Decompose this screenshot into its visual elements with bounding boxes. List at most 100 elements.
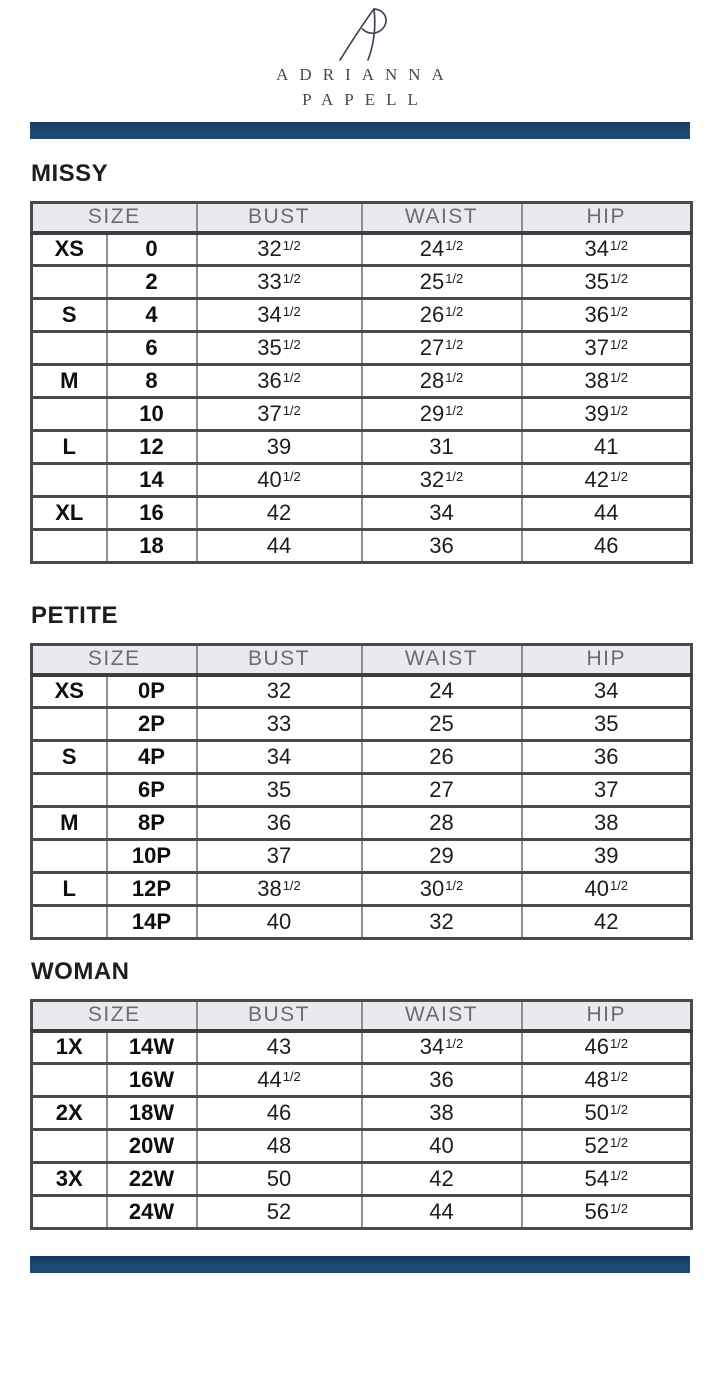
- waist-cell: 42: [360, 1162, 522, 1197]
- size-number-cell: 22W: [105, 1162, 197, 1197]
- size-number-cell: 18W: [105, 1096, 197, 1131]
- size-chart-page: ADRIANNA PAPELL MISSY SIZE BUST WAIST HIP XS 0…: [0, 8, 720, 1273]
- size-table-petite: SIZE BUST WAIST HIP XS 0P 32 24 34 2P 33 25 35 S 4P 34 2…: [30, 643, 693, 940]
- table-row: XS 0P 32 24 34: [31, 674, 692, 709]
- waist-cell: 38: [360, 1096, 522, 1131]
- hip-cell: 35: [520, 707, 692, 742]
- hip-cell: 501/2: [520, 1096, 692, 1131]
- size-number-cell: 12: [105, 430, 197, 465]
- bust-cell: 381/2: [195, 872, 362, 907]
- bust-cell: 37: [195, 839, 362, 874]
- hip-cell: 561/2: [520, 1195, 692, 1230]
- brand-name-line1: ADRIANNA: [276, 65, 455, 84]
- waist-cell: 251/2: [360, 265, 522, 300]
- waist-cell: 241/2: [360, 232, 522, 267]
- bust-cell: 52: [195, 1195, 362, 1230]
- hip-cell: 41: [520, 430, 692, 465]
- size-letter-cell: [31, 905, 107, 940]
- size-number-cell: 12P: [105, 872, 197, 907]
- col-header-size: SIZE: [31, 202, 197, 235]
- table-row: 10P 37 29 39: [31, 839, 692, 874]
- bust-cell: 361/2: [195, 364, 362, 399]
- size-section-woman: WOMAN SIZE BUST WAIST HIP 1X 14W 43 341/2 461/2 16…: [0, 958, 720, 1230]
- table-row: S 4 341/2 261/2 361/2: [31, 298, 692, 333]
- hip-cell: 46: [520, 529, 692, 564]
- size-number-cell: 14W: [105, 1030, 197, 1065]
- hip-cell: 351/2: [520, 265, 692, 300]
- table-row: XL 16 42 34 44: [31, 496, 692, 531]
- bust-cell: 351/2: [195, 331, 362, 366]
- size-number-cell: 20W: [105, 1129, 197, 1164]
- size-letter-cell: [31, 331, 107, 366]
- table-row: 6P 35 27 37: [31, 773, 692, 808]
- size-letter-cell: M: [31, 806, 107, 841]
- waist-cell: 281/2: [360, 364, 522, 399]
- col-header-bust: BUST: [195, 1000, 362, 1033]
- hip-cell: 521/2: [520, 1129, 692, 1164]
- waist-cell: 40: [360, 1129, 522, 1164]
- size-letter-cell: L: [31, 872, 107, 907]
- waist-cell: 36: [360, 529, 522, 564]
- accent-bar-top: [30, 122, 690, 139]
- accent-bar-bottom: [30, 1256, 690, 1273]
- size-letter-cell: 3X: [31, 1162, 107, 1197]
- table-row: 1X 14W 43 341/2 461/2: [31, 1030, 692, 1065]
- table-row: 2 331/2 251/2 351/2: [31, 265, 692, 300]
- bust-cell: 441/2: [195, 1063, 362, 1098]
- waist-cell: 27: [360, 773, 522, 808]
- size-letter-cell: [31, 1129, 107, 1164]
- hip-cell: 541/2: [520, 1162, 692, 1197]
- hip-cell: 36: [520, 740, 692, 775]
- bust-cell: 40: [195, 905, 362, 940]
- size-number-cell: 14P: [105, 905, 197, 940]
- size-number-cell: 8: [105, 364, 197, 399]
- waist-cell: 36: [360, 1063, 522, 1098]
- waist-cell: 301/2: [360, 872, 522, 907]
- size-letter-cell: L: [31, 430, 107, 465]
- hip-cell: 371/2: [520, 331, 692, 366]
- hip-cell: 461/2: [520, 1030, 692, 1065]
- hip-cell: 37: [520, 773, 692, 808]
- bust-cell: 34: [195, 740, 362, 775]
- col-header-hip: HIP: [520, 644, 692, 677]
- hip-cell: 42: [520, 905, 692, 940]
- col-header-size: SIZE: [31, 644, 197, 677]
- waist-cell: 321/2: [360, 463, 522, 498]
- table-row: 2P 33 25 35: [31, 707, 692, 742]
- size-letter-cell: [31, 773, 107, 808]
- hip-cell: 481/2: [520, 1063, 692, 1098]
- size-letter-cell: [31, 839, 107, 874]
- size-section-petite: PETITE SIZE BUST WAIST HIP XS 0P 32 24 34 2P 33 25 35…: [0, 602, 720, 940]
- bust-cell: 341/2: [195, 298, 362, 333]
- header-row: SIZE BUST WAIST HIP: [31, 202, 692, 235]
- waist-cell: 32: [360, 905, 522, 940]
- size-number-cell: 8P: [105, 806, 197, 841]
- size-letter-cell: XS: [31, 674, 107, 709]
- table-row: 20W 48 40 521/2: [31, 1129, 692, 1164]
- ap-monogram-icon: [339, 8, 387, 61]
- size-letter-cell: [31, 397, 107, 432]
- waist-cell: 24: [360, 674, 522, 709]
- col-header-waist: WAIST: [360, 1000, 522, 1033]
- waist-cell: 34: [360, 496, 522, 531]
- hip-cell: 401/2: [520, 872, 692, 907]
- header-row: SIZE BUST WAIST HIP: [31, 1000, 692, 1033]
- waist-cell: 29: [360, 839, 522, 874]
- waist-cell: 341/2: [360, 1030, 522, 1065]
- bust-cell: 39: [195, 430, 362, 465]
- size-letter-cell: M: [31, 364, 107, 399]
- table-row: 18 44 36 46: [31, 529, 692, 564]
- table-row: 6 351/2 271/2 371/2: [31, 331, 692, 366]
- section-title: PETITE: [31, 602, 119, 629]
- size-letter-cell: [31, 1195, 107, 1230]
- waist-cell: 44: [360, 1195, 522, 1230]
- col-header-bust: BUST: [195, 202, 362, 235]
- hip-cell: 391/2: [520, 397, 692, 432]
- hip-cell: 421/2: [520, 463, 692, 498]
- hip-cell: 38: [520, 806, 692, 841]
- bust-cell: 48: [195, 1129, 362, 1164]
- table-row: 3X 22W 50 42 541/2: [31, 1162, 692, 1197]
- size-letter-cell: S: [31, 298, 107, 333]
- bust-cell: 401/2: [195, 463, 362, 498]
- col-header-size: SIZE: [31, 1000, 197, 1033]
